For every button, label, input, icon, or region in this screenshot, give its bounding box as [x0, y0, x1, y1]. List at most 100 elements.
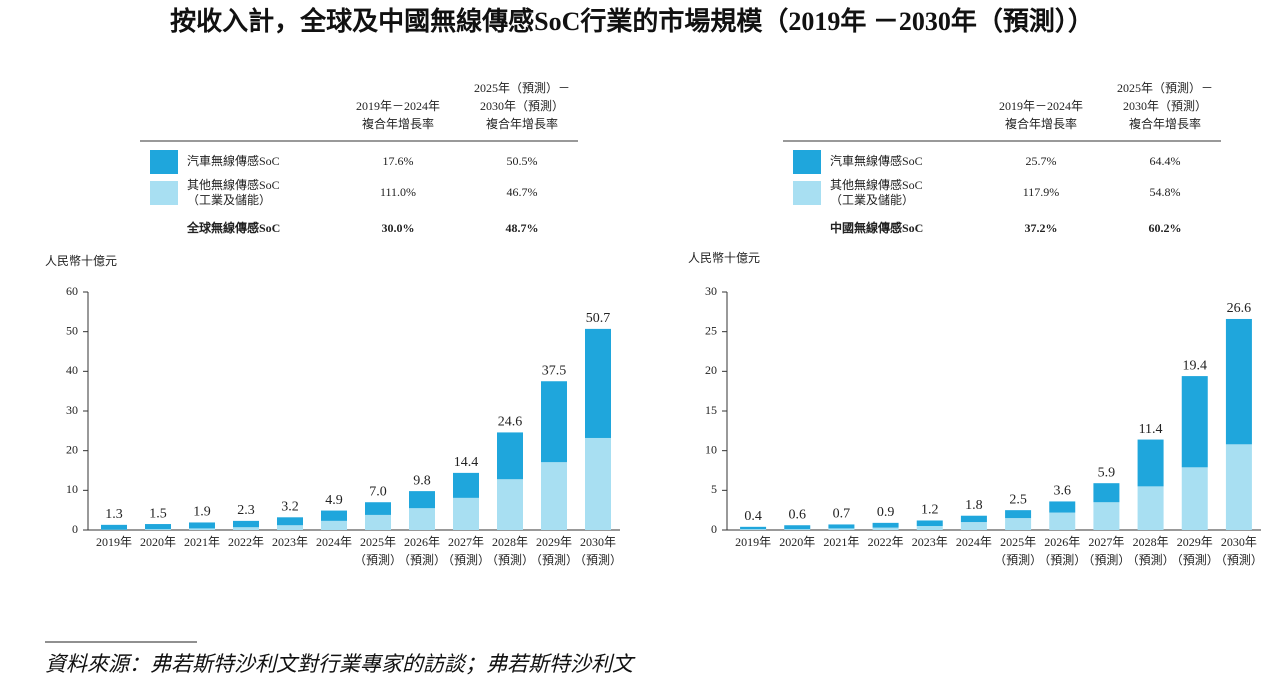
bar-segment	[740, 529, 767, 530]
value-label: 1.2	[921, 503, 939, 518]
cagr-cell: 54.8%	[1150, 185, 1181, 199]
x-tick-label: （預測）	[574, 553, 622, 567]
x-tick-label: 2030年	[1221, 535, 1257, 549]
x-tick-label: 2020年	[140, 535, 176, 549]
column-header: 複合年增長率	[362, 116, 434, 131]
y-tick-label: 60	[66, 284, 78, 298]
x-tick-label: 2023年	[272, 535, 308, 549]
y-tick-label: 10	[705, 442, 717, 456]
y-axis-label: 人民幣十億元	[45, 254, 117, 268]
x-tick-label: 2019年	[96, 535, 132, 549]
value-label: 11.4	[1139, 422, 1163, 437]
value-label: 2.3	[237, 503, 255, 518]
x-tick-label: （預測）	[530, 553, 578, 567]
bar-segment	[1093, 502, 1120, 530]
value-label: 7.0	[369, 484, 387, 499]
value-label: 1.8	[965, 498, 983, 513]
x-tick-label: （預測）	[994, 553, 1042, 567]
legend-swatch	[793, 181, 821, 205]
x-tick-label: （預測）	[486, 553, 534, 567]
y-tick-label: 0	[711, 522, 717, 536]
bar-segment	[828, 528, 855, 530]
bar-segment	[233, 527, 259, 530]
bar-segment	[1225, 444, 1252, 530]
bar-segment	[321, 510, 347, 521]
column-header: 2019年－2024年	[356, 99, 440, 113]
bar-segment	[1049, 512, 1076, 530]
column-header: 2025年（預測）－	[474, 81, 570, 95]
x-tick-label: 2027年	[1088, 535, 1124, 549]
y-tick-label: 5	[711, 482, 717, 496]
x-tick-label: 2023年	[912, 535, 948, 549]
legend-swatch	[150, 181, 178, 205]
x-tick-label: 2021年	[823, 535, 859, 549]
x-tick-label: 2029年	[536, 535, 572, 549]
x-tick-label: （預測）	[1171, 553, 1219, 567]
value-label: 26.6	[1227, 301, 1252, 316]
bar-segment	[872, 527, 899, 530]
legend-note: （工業及儲能）	[187, 193, 271, 207]
x-tick-label: （預測）	[1215, 553, 1263, 567]
value-label: 1.9	[193, 505, 211, 520]
value-label: 3.2	[281, 500, 299, 515]
legend-label: 其他無線傳感SoC	[830, 177, 923, 192]
bar-segment	[409, 491, 435, 509]
bar-segment	[1005, 518, 1032, 530]
bar-segment	[1225, 318, 1252, 445]
bar-segment	[585, 328, 611, 438]
bar-segment	[365, 514, 391, 530]
column-header: 2030年（預測）	[1123, 99, 1207, 113]
bar-segment	[916, 526, 943, 530]
x-tick-label: 2025年	[1000, 535, 1036, 549]
y-tick-label: 20	[705, 363, 717, 377]
x-tick-label: （預測）	[354, 553, 402, 567]
y-axis-label: 人民幣十億元	[688, 251, 760, 265]
bar-segment	[1093, 483, 1120, 503]
x-tick-label: 2028年	[1133, 535, 1169, 549]
bar-segment	[453, 497, 479, 530]
value-label: 0.7	[833, 507, 851, 522]
bar-segment	[321, 520, 347, 530]
bar-segment	[1137, 439, 1164, 487]
legend-swatch	[150, 150, 178, 174]
x-tick-label: （預測）	[1038, 553, 1086, 567]
bar-segment	[233, 520, 259, 528]
x-tick-label: 2028年	[492, 535, 528, 549]
bar-segment	[145, 529, 171, 530]
bar-segment	[960, 522, 987, 530]
bar-segment	[828, 524, 855, 529]
bar-segment	[277, 517, 303, 526]
value-label: 0.9	[877, 505, 895, 520]
total-label: 中國無線傳感SoC	[830, 220, 923, 235]
x-tick-label: 2026年	[1044, 535, 1080, 549]
x-tick-label: 2024年	[316, 535, 352, 549]
page-title: 按收入計，全球及中國無線傳感SoC行業的市場規模（2019年 －2030年（預測…	[170, 6, 1094, 36]
column-header: 2019年－2024年	[999, 99, 1083, 113]
cagr-cell: 48.7%	[506, 221, 539, 235]
bar-segment	[1137, 486, 1164, 530]
x-tick-label: 2027年	[448, 535, 484, 549]
bar-segment	[453, 472, 479, 498]
x-tick-label: 2025年	[360, 535, 396, 549]
y-tick-label: 15	[705, 403, 717, 417]
x-tick-label: 2021年	[184, 535, 220, 549]
column-header: 複合年增長率	[1129, 116, 1201, 131]
bar-segment	[365, 502, 391, 515]
y-tick-label: 50	[66, 323, 78, 337]
legend-swatch	[793, 150, 821, 174]
cagr-cell: 30.0%	[382, 221, 415, 235]
bar-segment	[784, 529, 811, 530]
x-tick-label: （預測）	[1082, 553, 1130, 567]
x-tick-label: 2022年	[228, 535, 264, 549]
bar-segment	[497, 432, 523, 480]
column-header: 2025年（預測）－	[1117, 81, 1213, 95]
source: 資料來源：弗若斯特沙利文對行業專家的訪談；弗若斯特沙利文	[45, 652, 636, 676]
bar-segment	[585, 437, 611, 530]
bar-segment	[1005, 510, 1032, 519]
bar-segment	[189, 528, 215, 530]
bar-segment	[872, 522, 899, 528]
x-tick-label: 2019年	[735, 535, 771, 549]
value-label: 9.8	[413, 473, 431, 488]
